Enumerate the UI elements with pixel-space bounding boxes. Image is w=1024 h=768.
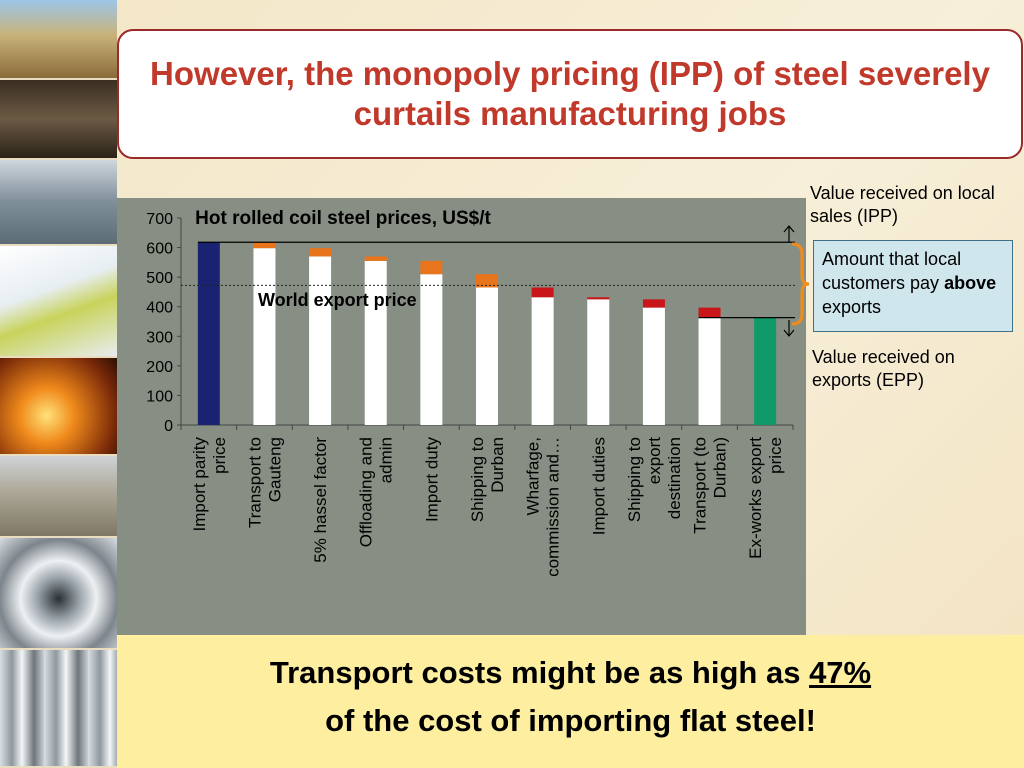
y-tick-label: 300 (146, 329, 173, 346)
x-category-label-line: Wharfage, (524, 437, 543, 515)
x-category-label-line: Import duties (589, 437, 608, 535)
bar-decrease-segment (587, 297, 610, 300)
steel-mill-photo (0, 456, 117, 538)
bar-base (698, 317, 721, 425)
callout-line2: of the cost of importing flat steel! (325, 703, 816, 738)
amount-box-prefix: Amount that local customers pay (822, 249, 962, 293)
x-category-label-line: export (645, 437, 664, 485)
x-category-label-line: Offloading and (357, 437, 376, 547)
epp-label: Value received on exports (EPP) (812, 347, 955, 390)
bar-decrease-segment (642, 299, 665, 308)
x-category-label: 5% hassel factor (311, 437, 330, 563)
x-category-label: Offloading andadmin (357, 437, 396, 547)
bar-increase-segment (364, 256, 387, 261)
slide-title: However, the monopoly pricing (IPP) of s… (150, 55, 990, 132)
x-category-label: Import duties (589, 437, 608, 535)
bar-increase-segment (476, 274, 498, 288)
bar-ex-works-export (754, 317, 777, 425)
callout-line1: Transport costs might be as high as (269, 655, 801, 690)
x-category-label-line: Transport to (245, 437, 264, 528)
bar-base (420, 274, 443, 425)
x-category-label-line: Gauteng (265, 437, 284, 502)
chart-title: Hot rolled coil steel prices, US$/t (195, 208, 491, 229)
x-category-label-line: 5% hassel factor (311, 437, 330, 563)
callout-percent: 47% (809, 655, 872, 690)
mine-tunnel-photo (0, 80, 117, 160)
ipp-arrow (783, 225, 795, 242)
x-category-label-line: admin (377, 437, 396, 483)
bar-import-parity (197, 242, 220, 425)
amount-above-exports-box: Amount that local customers pay above ex… (813, 240, 1013, 332)
bar-base (476, 287, 498, 425)
steel-coil-photo (0, 538, 117, 650)
chart-panel: 0 100 200 300 400 500 600 700 Import parityprice… (117, 198, 806, 635)
x-category-label-line: price (210, 437, 229, 474)
photo-strip (0, 0, 117, 768)
bar-base (587, 299, 610, 425)
x-category-label-line: Import duty (422, 437, 441, 523)
x-category-label: Import parityprice (190, 437, 229, 532)
amount-box-suffix: exports (822, 297, 882, 317)
x-category-label-line: Durban) (711, 437, 730, 498)
bar-decrease-segment (698, 307, 721, 318)
thickener-tank-photo (0, 160, 117, 246)
y-tick-label: 0 (164, 418, 173, 435)
bar-increase-segment (253, 242, 276, 249)
x-category-label-line: Shipping to (625, 437, 644, 522)
y-tick-label: 200 (146, 359, 173, 376)
amount-box-emphasis: above (944, 273, 997, 293)
epp-arrow (783, 320, 795, 337)
processing-equipment-photo (0, 246, 117, 358)
x-category-label: Wharfage,commission and… (524, 437, 563, 577)
bar-base (309, 256, 332, 425)
x-category-label-line: Import parity (190, 437, 209, 532)
bar-decrease-segment (531, 287, 554, 298)
bar-base (364, 260, 387, 425)
transport-cost-callout: Transport costs might be as high as 47% … (117, 635, 1024, 768)
y-tick-label: 700 (146, 211, 173, 228)
steel-pipes-photo (0, 650, 117, 768)
molten-steel-photo (0, 358, 117, 456)
bar-base (253, 248, 276, 425)
x-category-label: Shipping toexportdestination (625, 437, 684, 522)
bar-base (642, 307, 665, 425)
x-category-label-line: destination (665, 437, 684, 519)
title-box: However, the monopoly pricing (IPP) of s… (117, 29, 1023, 159)
mining-truck-photo (0, 0, 117, 80)
x-category-label-line: Shipping to (468, 437, 487, 522)
gap-brace-icon (791, 242, 810, 326)
x-category-label: Shipping toDurban (468, 437, 507, 522)
ipp-label: Value received on local sales (IPP) (810, 183, 995, 226)
x-category-label: Transport (toDurban) (691, 437, 730, 534)
x-category-label: Import duty (422, 437, 441, 523)
bar-base (531, 297, 554, 425)
x-category-label: Transport toGauteng (245, 437, 284, 528)
y-tick-label: 100 (146, 388, 173, 405)
x-category-label-line: commission and… (544, 437, 563, 577)
bar-increase-segment (309, 248, 332, 257)
x-category-label-line: Durban (488, 437, 507, 493)
bar-increase-segment (420, 260, 443, 275)
world-export-price-label: World export price (258, 290, 417, 310)
x-category-label: Ex-works exportprice (746, 437, 785, 559)
y-tick-label: 400 (146, 300, 173, 317)
y-tick-label: 500 (146, 270, 173, 287)
y-tick-label: 600 (146, 241, 173, 258)
x-category-label-line: price (766, 437, 785, 474)
x-category-label-line: Ex-works export (746, 437, 765, 559)
x-category-label-line: Transport (to (691, 437, 710, 534)
